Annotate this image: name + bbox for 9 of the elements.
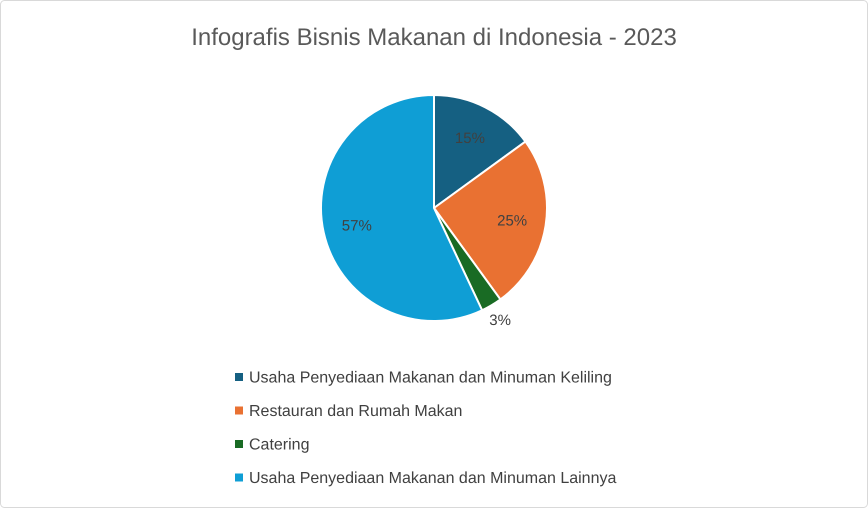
legend-label: Catering [249,436,310,454]
legend-label: Restauran dan Rumah Makan [249,403,462,420]
data-label: 25% [497,212,528,230]
data-label: 15% [454,130,485,147]
data-label: 57% [342,218,372,235]
chart-title: Infografis Bisnis Makanan di Indonesia - 2023 [191,24,677,51]
legend-label: Usaha Penyediaan Makanan dan Minuman Lainnya [249,470,616,488]
data-label: 3% [489,312,511,330]
legend-label: Usaha Penyediaan Makanan dan Minuman Keliling [249,370,612,387]
